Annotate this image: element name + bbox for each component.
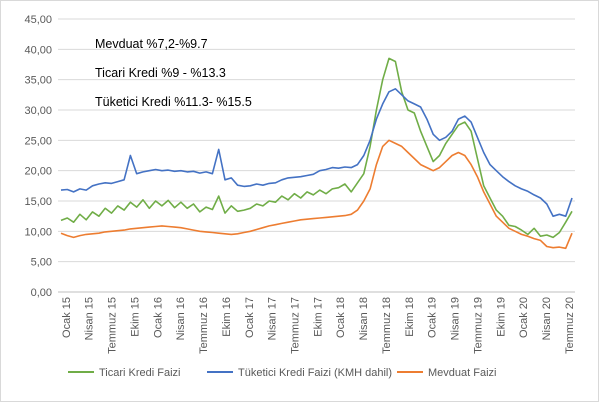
y-tick-label: 5,00 <box>31 257 52 269</box>
legend-label: Tüketici Kredi Faizi (KMH dahil) <box>238 367 392 379</box>
y-tick-label: 15,00 <box>24 196 52 208</box>
x-tick-label: Ekim 18 <box>404 297 416 337</box>
x-tick-label: Temmuz 18 <box>381 297 393 354</box>
x-tick-label: Nisan 17 <box>267 297 279 340</box>
x-tick-label: Ocak 19 <box>427 297 439 338</box>
annotation-text: Mevduat %7,2-%9.7 <box>95 37 208 51</box>
x-tick-label: Ekim 15 <box>129 297 141 337</box>
series-line-1 <box>60 57 573 239</box>
x-tick-label: Nisan 20 <box>541 297 553 340</box>
y-tick-label: 45,00 <box>24 14 52 26</box>
x-tick-label: Nisan 18 <box>358 297 370 340</box>
y-tick-label: 35,00 <box>24 75 52 87</box>
series-line-2 <box>60 88 573 217</box>
x-tick-label: Temmuz 17 <box>289 297 301 354</box>
x-tick-label: Ekim 19 <box>495 297 507 337</box>
x-tick-label: Temmuz 15 <box>107 297 119 354</box>
x-tick-label: Nisan 15 <box>84 297 96 340</box>
annotations: Mevduat %7,2-%9.7 Ticari Kredi %9 - %13.3… <box>95 37 252 109</box>
legend-label: Mevduat Faizi <box>428 367 496 379</box>
y-tick-label: 25,00 <box>24 135 52 147</box>
x-tick-label: Nisan 16 <box>175 297 187 340</box>
y-tick-label: 20,00 <box>24 166 52 178</box>
x-tick-label: Ocak 18 <box>335 297 347 338</box>
x-tick-label: Ekim 16 <box>221 297 233 337</box>
y-tick-label: 0,00 <box>31 287 52 299</box>
x-tick-label: Ocak 20 <box>518 297 530 338</box>
y-tick-label: 30,00 <box>24 105 52 117</box>
x-axis-ticks: Ocak 15 Nisan 15 Temmuz 15 Ekim 15 Ocak 16 Ni… <box>61 297 576 354</box>
gridlines <box>58 18 575 293</box>
legend: Ticari Kredi Faizi Tüketici Kredi Faizi (… <box>68 367 496 379</box>
x-tick-label: Ocak 15 <box>61 297 73 338</box>
x-tick-label: Temmuz 16 <box>198 297 210 354</box>
x-tick-label: Temmuz 19 <box>472 297 484 354</box>
legend-label: Ticari Kredi Faizi <box>99 367 181 379</box>
series-lines <box>60 57 573 250</box>
annotation-text: Ticari Kredi %9 - %13.3 <box>95 66 226 80</box>
series-line-3 <box>60 139 573 250</box>
x-tick-label: Ocak 17 <box>244 297 256 338</box>
y-axis-ticks: 0,00 5,00 10,00 15,00 20,00 25,00 30,00 35,00 40… <box>24 14 52 299</box>
x-tick-label: Ekim 17 <box>312 297 324 337</box>
y-tick-label: 10,00 <box>24 226 52 238</box>
annotation-text: Tüketici Kredi %11.3- %15.5 <box>95 95 252 109</box>
x-tick-label: Temmuz 20 <box>564 297 576 354</box>
y-tick-label: 40,00 <box>24 44 52 56</box>
x-tick-label: Ocak 16 <box>152 297 164 338</box>
x-tick-label: Nisan 19 <box>450 297 462 340</box>
